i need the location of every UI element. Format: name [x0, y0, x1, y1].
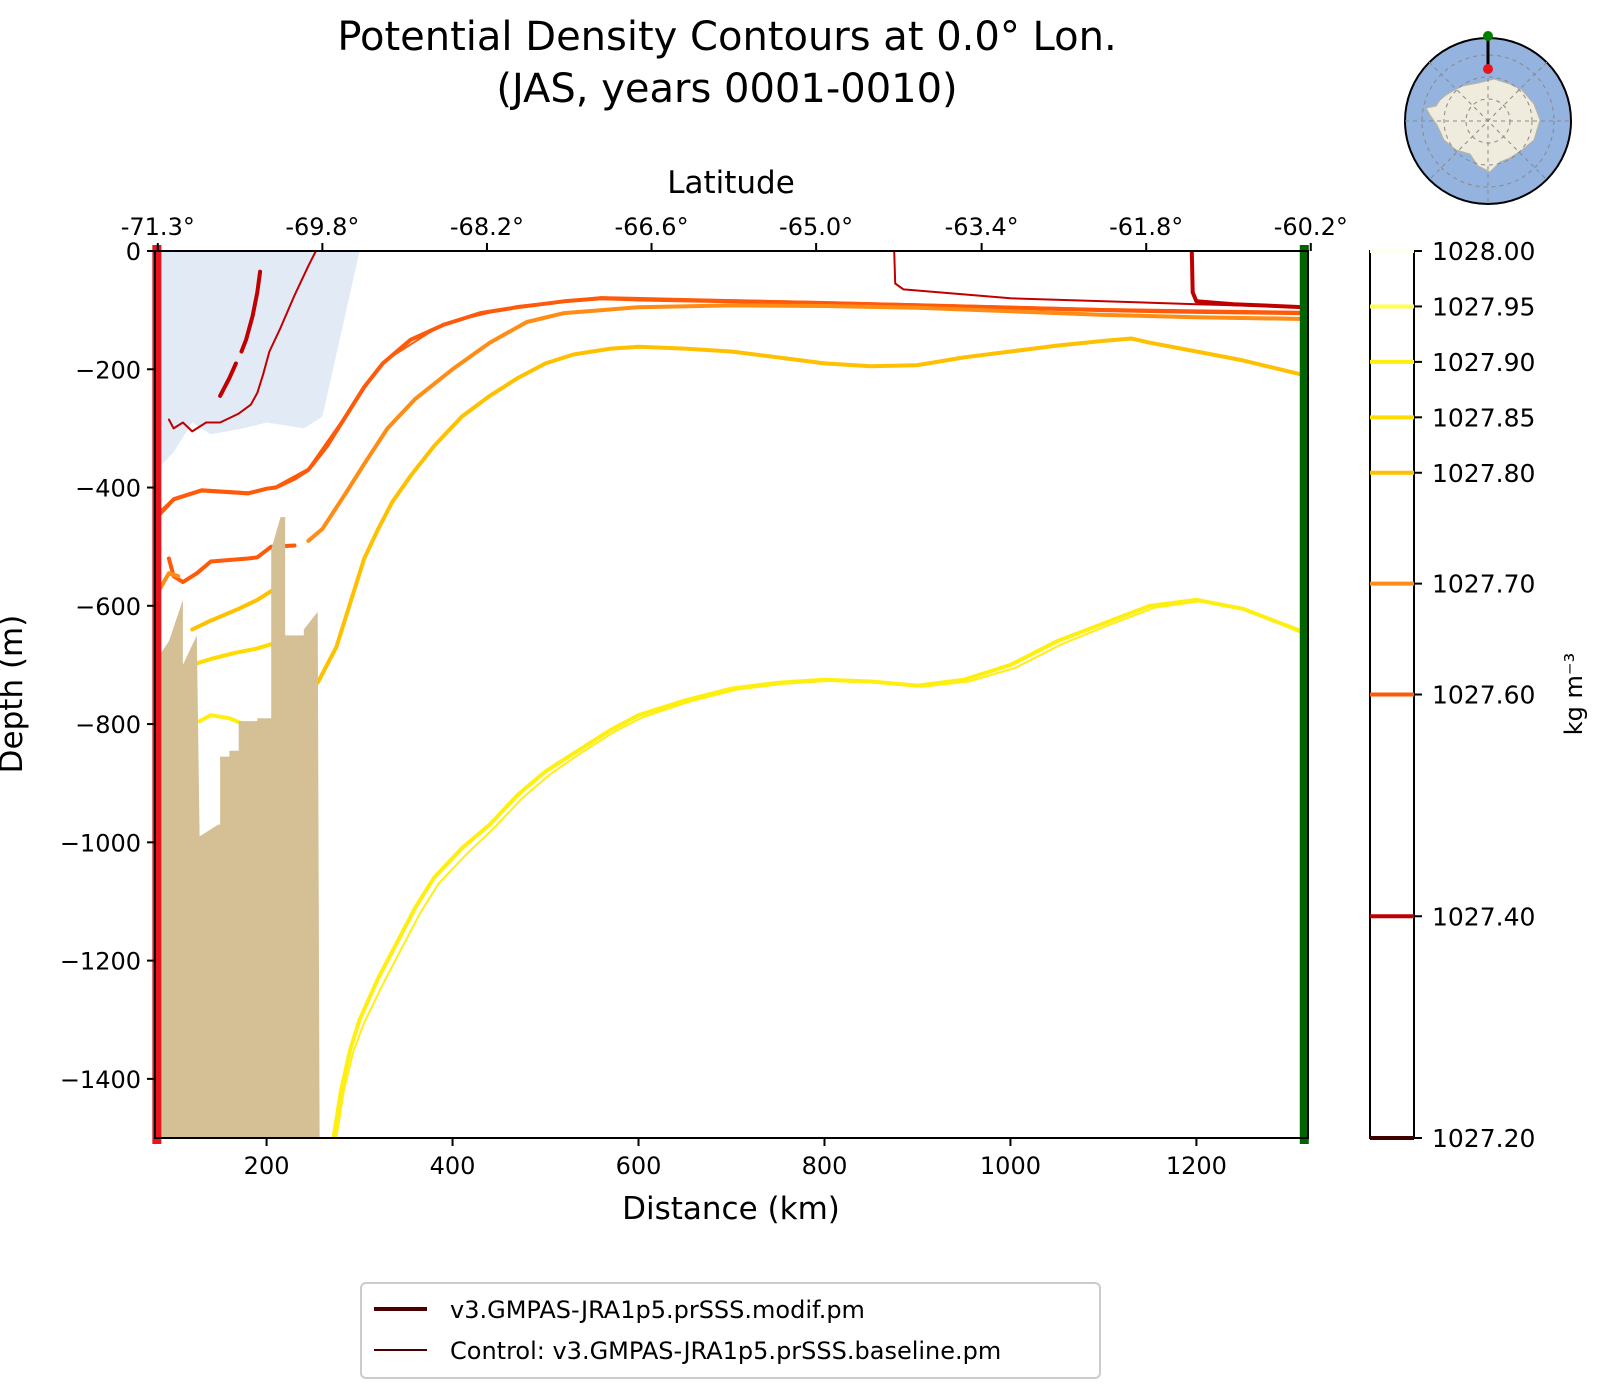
contour-1027.8-modif-0: [190, 586, 278, 632]
y-tick-label: −200: [75, 356, 141, 384]
plot-area: [155, 251, 1307, 1138]
colorbar-tick-label: 1027.85: [1432, 403, 1535, 432]
legend-label-modif: v3.GMPAS-JRA1p5.prSSS.modif.pm: [450, 1296, 865, 1324]
contour-1027.4-modif-1: [218, 361, 238, 398]
x-tick-label: 800: [802, 1152, 848, 1180]
legend: v3.GMPAS-JRA1p5.prSSS.modif.pm Control: …: [360, 1282, 1101, 1379]
contour-1027.7-modif-1: [306, 303, 1307, 543]
axes: 200 400 600 800 1000 1200 0 −200 −400 −600 −800 −10…: [60, 213, 1348, 1180]
x-tick-label: 200: [244, 1152, 290, 1180]
seafloor-bathymetry: [156, 517, 320, 1138]
contour-1027.4-modif-0: [239, 269, 263, 354]
chart-subtitle: (JAS, years 0001-0010): [496, 66, 957, 112]
top-tick-label: -71.3°: [121, 213, 195, 241]
colorbar-label: kg m⁻³: [1560, 653, 1588, 735]
top-tick-label: -60.2°: [1274, 213, 1348, 241]
y-tick-label: −400: [75, 475, 141, 503]
top-axis-label: Latitude: [667, 165, 795, 201]
colorbar-tick-label: 1027.90: [1432, 348, 1535, 377]
colorbar-tick-label: 1027.70: [1432, 570, 1535, 599]
x-tick-label: 400: [430, 1152, 476, 1180]
contour-1027.6-control-0: [155, 296, 1306, 516]
y-tick-label: −1200: [60, 948, 141, 976]
y-tick-label: −1000: [60, 829, 141, 857]
x-tick-label: 1200: [1166, 1152, 1227, 1180]
contour-1027.85-modif-0: [190, 642, 274, 667]
inset-start-marker: [1483, 64, 1493, 74]
contour-1027.9-modif-1: [331, 597, 1307, 1138]
y-axis-label: Depth (m): [0, 615, 30, 774]
colorbar-tick-label: 1028.00: [1432, 237, 1535, 266]
contour-1027.6-modif-1: [166, 543, 297, 585]
ice-shelf-region: [156, 251, 360, 470]
colorbar-tick-label: 1027.40: [1432, 902, 1535, 931]
x-axis-label: Distance (km): [622, 1191, 840, 1227]
y-tick-label: −1400: [60, 1066, 141, 1094]
colorbar-tick-label: 1027.80: [1432, 459, 1535, 488]
y-tick-label: −600: [75, 593, 141, 621]
colorbar-tick-label: 1027.95: [1432, 292, 1535, 321]
colorbar-tick-label: 1027.60: [1432, 681, 1535, 710]
top-tick-label: -61.8°: [1109, 213, 1183, 241]
section-markers: [152, 245, 1309, 1144]
x-tick-label: 1000: [980, 1152, 1041, 1180]
top-tick-label: -69.8°: [285, 213, 359, 241]
contour-1027.9-modif-0: [197, 713, 246, 727]
top-tick-label: -66.6°: [614, 213, 688, 241]
contour-1027.8-modif-1: [315, 336, 1307, 685]
colorbar-tick-label: 1027.20: [1432, 1124, 1535, 1153]
inset-end-marker: [1483, 31, 1493, 41]
legend-label-control: Control: v3.GMPAS-JRA1p5.prSSS.baseline.…: [450, 1337, 1001, 1365]
top-tick-label: -68.2°: [450, 213, 524, 241]
antarctica-inset-map: [1404, 31, 1572, 205]
chart-title: Potential Density Contours at 0.0° Lon.: [337, 14, 1116, 60]
top-tick-label: -65.0°: [779, 213, 853, 241]
plot-frame: [154, 250, 1309, 1139]
legend-box: [360, 1282, 1101, 1379]
y-tick-label: −800: [75, 711, 141, 739]
colorbar: 1027.20 1027.40 1027.60 1027.70 1027.80 1027.…: [1369, 237, 1535, 1153]
top-tick-label: -63.4°: [945, 213, 1019, 241]
contour-1027.4-control-1: [893, 251, 1306, 309]
contour-1027.4-control-0: [167, 251, 317, 433]
contour-1027.4-modif-2: [1189, 251, 1307, 310]
x-tick-label: 600: [616, 1152, 662, 1180]
contour-1027.9-control-0: [335, 600, 1306, 1138]
y-tick-label: 0: [126, 238, 141, 266]
